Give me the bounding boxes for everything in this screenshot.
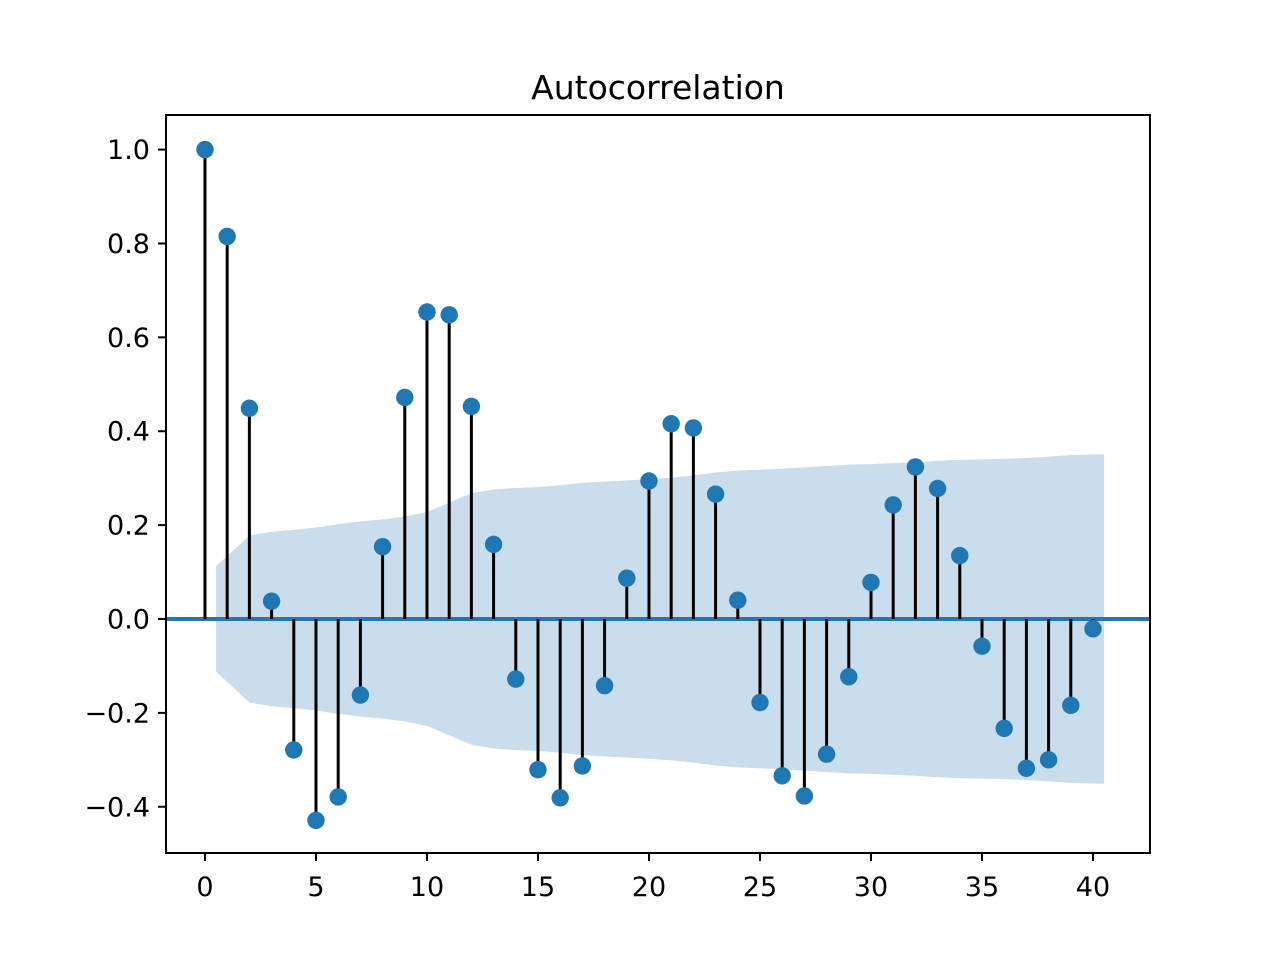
stem-marker bbox=[640, 472, 658, 490]
stem-marker bbox=[507, 670, 525, 688]
x-tick-label: 10 bbox=[410, 872, 444, 903]
axes-layer: 0 5 10 15 20 25 30 35 40 1.0 0.8 0.6 0.4 0.2 0.0 −0.2 −0… bbox=[84, 114, 1151, 903]
x-tick-label: 25 bbox=[743, 872, 777, 903]
y-tick-label: −0.2 bbox=[84, 698, 150, 729]
x-tick-label: 5 bbox=[307, 872, 324, 903]
stem-marker bbox=[440, 306, 458, 324]
stem-marker bbox=[373, 538, 392, 556]
stem-marker bbox=[595, 676, 614, 695]
stem-marker bbox=[1039, 751, 1058, 769]
y-tick-label: 0.6 bbox=[107, 323, 150, 354]
stem-marker bbox=[196, 140, 214, 159]
stem-marker bbox=[573, 757, 592, 775]
y-tick-label: 0.0 bbox=[107, 605, 150, 636]
chart-title: Autocorrelation bbox=[531, 68, 785, 107]
stem-marker bbox=[906, 458, 925, 476]
marker-layer bbox=[196, 140, 1102, 830]
x-tick-label: 40 bbox=[1076, 872, 1110, 903]
stem-marker bbox=[706, 485, 725, 503]
stem-marker bbox=[1062, 696, 1080, 715]
stem-marker bbox=[684, 419, 703, 437]
stem-marker bbox=[240, 399, 259, 417]
stem-marker bbox=[1084, 620, 1102, 638]
stem-marker bbox=[862, 573, 880, 592]
stem-layer bbox=[203, 149, 1095, 821]
stem-marker bbox=[307, 811, 325, 830]
stem-marker bbox=[618, 569, 636, 587]
stem-marker bbox=[973, 637, 991, 655]
stem-marker bbox=[795, 787, 814, 805]
stem-marker bbox=[1017, 759, 1036, 777]
stem-marker bbox=[995, 719, 1013, 738]
y-tick-label: 1.0 bbox=[107, 135, 150, 166]
stem-marker bbox=[751, 693, 769, 712]
stem-marker bbox=[928, 479, 947, 498]
x-tick-label: 0 bbox=[196, 872, 213, 903]
stem-marker bbox=[662, 415, 680, 433]
stem-marker bbox=[285, 741, 303, 759]
stem-marker bbox=[773, 767, 791, 785]
stem-marker bbox=[484, 535, 503, 554]
stem-marker bbox=[729, 591, 747, 609]
stem-marker bbox=[396, 388, 414, 407]
y-tick-label: 0.8 bbox=[107, 229, 150, 260]
x-tick-label: 30 bbox=[854, 872, 888, 903]
x-tick-label: 35 bbox=[965, 872, 999, 903]
stem-marker bbox=[951, 546, 969, 565]
stem-marker bbox=[529, 760, 547, 779]
y-tick-label: −0.4 bbox=[84, 792, 150, 823]
y-tick-label: 0.4 bbox=[107, 417, 150, 448]
stem-marker bbox=[551, 789, 569, 807]
axes-frame bbox=[165, 114, 1151, 854]
y-tick-label: 0.2 bbox=[107, 511, 150, 542]
stem-marker bbox=[840, 668, 858, 686]
stem-marker bbox=[418, 303, 436, 321]
stem-marker bbox=[462, 397, 481, 416]
stem-marker bbox=[329, 788, 347, 806]
stem-marker bbox=[884, 496, 902, 514]
stem-marker bbox=[817, 745, 836, 763]
stem-marker bbox=[218, 227, 236, 246]
stem-marker bbox=[262, 592, 281, 610]
x-tick-label: 20 bbox=[632, 872, 666, 903]
x-tick-label: 15 bbox=[521, 872, 555, 903]
stem-marker bbox=[351, 686, 370, 704]
